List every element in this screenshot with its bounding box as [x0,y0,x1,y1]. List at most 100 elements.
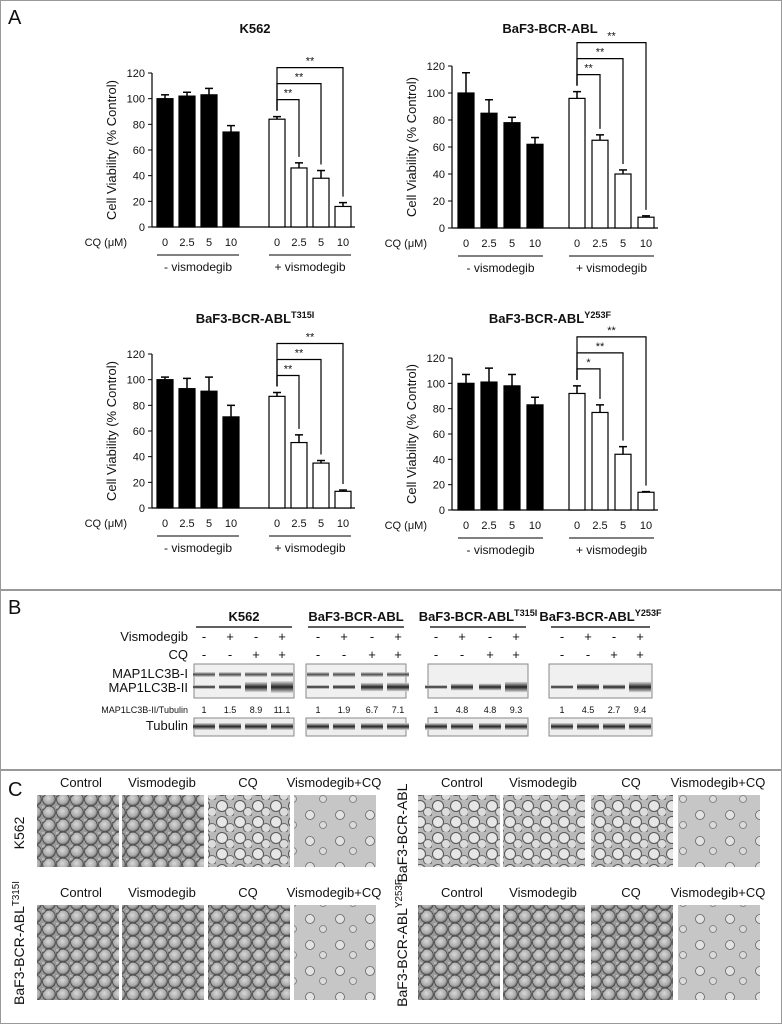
y-tick-label: 120 [427,353,445,365]
x-tick-label: 5 [509,520,515,532]
significance-label: ** [596,47,605,59]
y-tick-label: 100 [427,378,445,390]
bar [614,173,632,229]
treatment-sign: + [368,647,376,662]
bar [503,122,521,229]
bar [290,167,308,228]
y-tick-label: 80 [433,404,445,416]
y-tick-label: 40 [433,169,445,181]
micrograph [678,795,760,867]
y-tick-label: 60 [133,145,145,157]
band [551,723,573,730]
ratio-value: 2.7 [608,705,621,715]
x-tick-label: 0 [274,237,280,249]
treatment-sign: + [394,629,402,644]
significance-label: ** [607,325,616,337]
chart-title: K562 [239,21,270,36]
ratio-value: 8.9 [250,705,263,715]
band [193,672,215,677]
band [193,685,215,689]
band [219,723,241,730]
band [361,682,383,692]
treatment-sign: + [226,629,234,644]
x-tick-label: 0 [274,518,280,530]
bar [268,395,286,509]
group-label: - vismodegib [164,541,232,555]
treatment-sign: + [486,647,494,662]
y-tick-label: 120 [127,68,145,80]
y-tick-label: 40 [133,171,145,183]
row-label-sup: Y253F [394,879,405,908]
bar [526,404,544,511]
row-label: BaF3-BCR-ABLY253F [394,879,411,1007]
row-label-sup: T315I [11,881,22,906]
band [505,723,527,730]
band [425,723,447,730]
treatment-sign: - [254,629,258,644]
y-tick-label: 60 [433,142,445,154]
group-label: + vismodegib [576,261,647,275]
treatment-sign: - [228,647,232,662]
row-label: CQ [169,647,189,662]
group-label: + vismodegib [274,260,345,274]
y-tick-label: 20 [433,196,445,208]
y-axis-label: Cell Viability (% Control) [404,77,419,217]
band [451,683,473,691]
bar [480,381,498,511]
y-tick-label: 80 [433,115,445,127]
x-tick-label: 5 [509,238,515,250]
treatment-sign: - [560,647,564,662]
column-label: Vismodegib+CQ [671,775,766,790]
y-tick-label: 120 [127,349,145,361]
blot-lc3 [305,663,407,699]
column-label: CQ [621,775,641,790]
row-label-main: BaF3-BCR-ABL [394,783,410,882]
treatment-sign: - [460,647,464,662]
bar [637,491,655,511]
group-label: + vismodegib [576,543,647,557]
x-tick-label: 10 [225,237,237,249]
y-tick-label: 40 [433,454,445,466]
treatment-sign: - [202,629,206,644]
blot-lc3 [548,663,653,699]
y-axis-label: Cell Viability (% Control) [104,80,119,220]
band [551,685,573,689]
micrograph [122,795,204,867]
band [505,681,527,693]
x-tick-label: 5 [620,520,626,532]
column-label: Vismodegib+CQ [671,885,766,900]
y-tick-label: 80 [133,119,145,131]
significance-label: ** [295,72,304,84]
band [333,672,355,677]
micrograph [294,795,376,867]
band [479,683,501,691]
micrograph [208,795,290,867]
x-tick-label: 10 [529,238,541,250]
blot-group-title-main: BaF3-BCR-ABL [539,609,634,624]
y-tick-label: 100 [427,88,445,100]
chart-title-main: K562 [239,21,270,36]
group-label: - vismodegib [466,543,534,557]
micrograph [122,905,204,1000]
bar [457,382,475,511]
bar [526,143,544,229]
significance-label: ** [306,56,315,68]
x-tick-label: 2.5 [592,520,607,532]
bar [222,131,240,228]
chart-title: BaF3-BCR-ABLY253F [489,310,612,326]
treatment-sign: + [636,647,644,662]
row-label: BaF3-BCR-ABL [394,783,410,882]
ratio-value: 1.5 [224,705,237,715]
treatment-sign: + [610,647,618,662]
treatment-sign: - [586,647,590,662]
treatment-sign: - [316,629,320,644]
band [245,672,267,677]
chart-title-main: BaF3-BCR-ABL [502,21,597,36]
x-tick-label: 2.5 [481,520,496,532]
group-label: - vismodegib [164,260,232,274]
band [425,685,447,689]
y-tick-label: 20 [133,196,145,208]
x-tick-label: 5 [318,237,324,249]
ratio-value: 4.8 [456,705,469,715]
bar [591,139,609,229]
